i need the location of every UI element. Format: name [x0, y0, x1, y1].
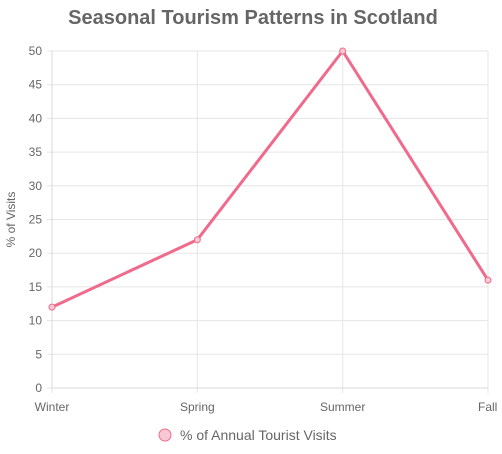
axes: [51, 51, 488, 389]
y-tick-label: 30: [29, 179, 43, 193]
x-tick-label: Winter: [35, 400, 70, 414]
chart-title: Seasonal Tourism Patterns in Scotland: [68, 7, 438, 29]
y-tick-label: 15: [29, 280, 43, 294]
series-line: [50, 49, 490, 309]
y-tick-label: 5: [35, 347, 42, 361]
y-tick-label: 0: [35, 381, 42, 395]
data-point[interactable]: [48, 303, 56, 311]
series: [48, 47, 492, 311]
legend[interactable]: % of Annual Tourist Visits: [158, 427, 337, 443]
data-point[interactable]: [193, 236, 201, 244]
legend-label[interactable]: % of Annual Tourist Visits: [180, 427, 337, 443]
y-tick-label: 50: [29, 44, 43, 58]
y-tick-label: 35: [29, 145, 43, 159]
x-tick-label: Fall: [478, 400, 497, 414]
legend-swatch-icon[interactable]: [158, 428, 172, 442]
x-tick-labels: Winter Spring Summer Fall: [35, 400, 498, 414]
y-tick-label: 45: [29, 78, 43, 92]
grid: [47, 50, 489, 393]
y-tick-label: 10: [29, 314, 43, 328]
y-tick-labels: 0 5 10 15 20 25 30 35 40 45 50: [29, 44, 43, 395]
data-point[interactable]: [484, 276, 492, 284]
x-tick-label: Spring: [180, 400, 215, 414]
x-tick-label: Summer: [320, 400, 365, 414]
y-axis-title: % of Visits: [4, 192, 18, 248]
y-tick-label: 40: [29, 111, 43, 125]
data-point[interactable]: [339, 47, 347, 55]
y-tick-label: 20: [29, 246, 43, 260]
y-tick-label: 25: [29, 213, 43, 227]
